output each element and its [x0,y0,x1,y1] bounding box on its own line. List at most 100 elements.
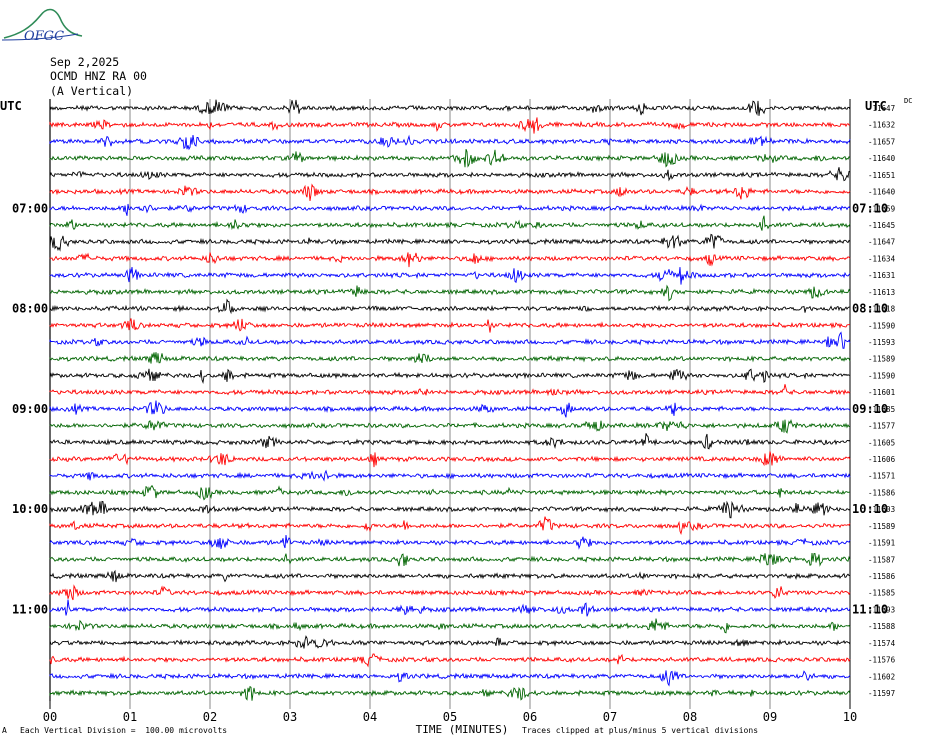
trace-row [49,584,851,601]
logo-underline [1,33,79,41]
axis-labels: 00 01 02 03 04 05 06 07 08 09 10 -11647 -11632 -11657… [0,97,912,736]
component-label: (A Vertical) [50,84,134,98]
trace-row [49,117,850,134]
left-time-label: 10:00 [12,502,48,516]
x-tick-label: 05 [443,710,457,724]
utc-left-label: UTC [0,99,22,113]
dc-offset-label: -11574 [868,639,896,648]
trace-row [49,400,851,418]
corner-mark: A [2,726,7,735]
station-label: OCMD HNZ RA 00 [50,69,147,83]
left-time-label: 09:00 [12,402,48,416]
dc-offset-label: -11645 [868,221,895,230]
x-tick-label: 02 [203,710,217,724]
dc-offset-label: -11585 [868,589,895,598]
dc-offset-label: -11657 [868,137,895,146]
dc-offset-label: -11586 [868,572,896,581]
trace-row [49,368,851,385]
trace-row [49,484,851,501]
trace-row [49,267,851,285]
trace-row [49,384,851,397]
dc-offset-label: -11589 [868,522,895,531]
trace-row [49,569,851,583]
trace-row [49,433,851,450]
dc-offset-label: -11571 [868,472,895,481]
grid-lines [49,99,851,709]
x-tick-label: 10 [843,710,857,724]
dc-offset-label: -11597 [868,689,895,698]
trace-row [49,618,851,634]
dc-offset-label: -11647 [868,238,895,247]
trace-row [49,215,851,231]
right-time-label: 08:10 [852,302,888,316]
trace-row [49,284,851,302]
trace-row [49,500,851,519]
trace-row [49,134,851,151]
right-time-label: 11:10 [852,602,888,616]
trace-row [49,552,851,567]
dc-offset-label: -11659 [868,204,895,213]
dc-offset-label: -11591 [868,539,895,548]
x-tick-label: 00 [43,710,57,724]
dc-offset-label: -11593 [868,338,895,347]
x-tick-label: 07 [603,710,617,724]
dc-offset-label: -11632 [868,121,895,130]
dc-offset-label: -11640 [868,188,896,197]
trace-row [49,685,851,701]
trace-row [49,148,851,168]
dc-offset-label: -11647 [868,104,895,113]
dc-offset-label: -11618 [868,305,896,314]
trace-row [49,670,851,687]
trace-row [49,599,851,617]
trace-row [49,516,851,535]
trace-row [49,451,851,468]
logo-text: OFGC [24,29,64,44]
dc-offset-label: -11588 [868,622,896,631]
dc-offset-label: -11590 [868,321,896,330]
dc-offset-label: -11589 [868,355,895,364]
x-tick-label: 03 [283,710,297,724]
right-time-label: 10:10 [852,502,888,516]
trace-row [49,167,850,182]
trace-row [49,534,851,550]
right-time-label: 07:10 [852,201,888,215]
left-time-label: 11:00 [12,602,48,616]
trace-row [49,635,851,649]
dc-offset-label: -11586 [868,488,896,497]
x-tick-label: 06 [523,710,537,724]
left-time-label: 07:00 [12,201,48,215]
dc-offset-label: -11605 [868,438,895,447]
x-tick-label: 09 [763,710,777,724]
x-axis-title: TIME (MINUTES) [416,723,509,736]
x-tick-label: 08 [683,710,697,724]
dc-offset-label: -11651 [868,171,895,180]
trace-row [49,418,850,434]
trace-row [49,203,851,216]
trace-row [49,469,851,482]
x-tick-label: 01 [123,710,137,724]
scale-note: Each Vertical Division = 100.00 microvol… [20,726,228,735]
dc-offset-label: -11640 [868,154,896,163]
seismic-traces [49,99,851,701]
trace-row [49,99,851,116]
dc-offset-label: -11585 [868,405,895,414]
trace-row [49,233,851,252]
dc-offset-label: -11590 [868,371,896,380]
right-time-label: 09:10 [852,402,888,416]
dc-header-label: DC [904,97,912,105]
logo-swoosh [3,8,83,39]
dc-offset-label: -11587 [868,555,895,564]
trace-row [49,183,851,201]
trace-row [49,298,850,315]
trace-row [49,331,851,349]
dc-offset-label: -11576 [868,656,896,665]
x-tick-label: 04 [363,710,377,724]
dc-offset-label: -11603 [868,505,895,514]
ofgc-logo: OFGC [1,8,83,44]
dc-offset-label: -11631 [868,271,895,280]
date-label: Sep 2,2025 [50,55,120,69]
dc-offset-label: -11606 [868,455,896,464]
dc-offset-label: -11593 [868,605,895,614]
dc-offset-label: -11577 [868,422,895,431]
